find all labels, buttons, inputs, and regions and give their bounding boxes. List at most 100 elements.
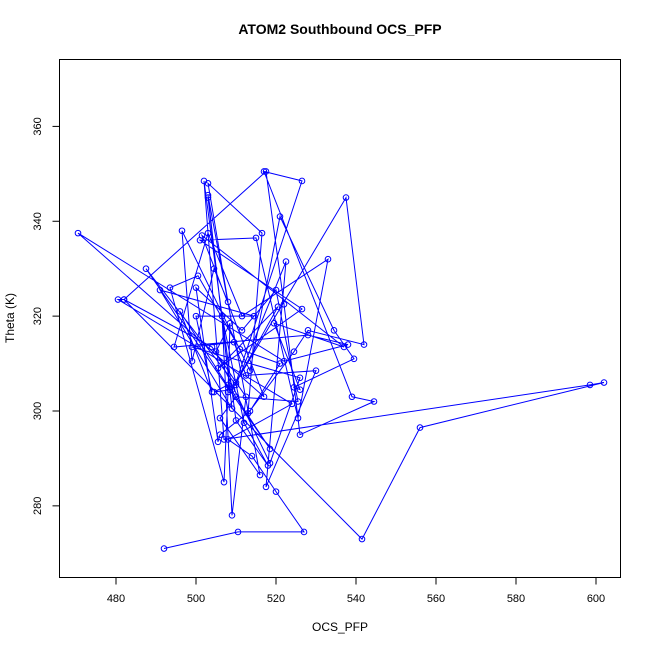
x-tick-label: 520 [267, 593, 285, 605]
data-point [298, 177, 306, 185]
data-point [304, 331, 312, 339]
series-polyline [77, 170, 605, 549]
y-tick-label: 280 [32, 497, 44, 515]
data-point [262, 483, 270, 491]
data-point [294, 414, 302, 422]
data-point [246, 367, 254, 374]
data-point [330, 327, 338, 334]
data-point [312, 367, 320, 374]
data-point [230, 338, 238, 346]
data-point [360, 341, 368, 348]
y-tick-label: 320 [32, 307, 44, 325]
y-tick-label: 300 [32, 402, 44, 420]
y-axis: 280 300 320 340 360 [32, 117, 60, 515]
data-point [214, 438, 222, 446]
data-point [260, 393, 268, 401]
data-point [204, 180, 212, 187]
data-point [192, 284, 200, 291]
data-point [250, 312, 258, 320]
series-points [74, 168, 608, 552]
data-point [288, 400, 296, 408]
data-point [266, 459, 274, 467]
data-point [258, 229, 266, 237]
data-point [210, 388, 218, 396]
x-axis: 480 500 520 540 560 580 600 [107, 577, 605, 605]
data-point [156, 286, 164, 294]
data-point [208, 388, 216, 396]
data-point [238, 312, 246, 320]
data-point [204, 191, 212, 199]
data-point [242, 372, 250, 379]
data-point [294, 398, 302, 405]
data-point [170, 343, 178, 351]
data-point [176, 308, 184, 315]
data-point [216, 414, 224, 422]
data-point [270, 319, 278, 327]
data-point [204, 194, 212, 201]
data-point [416, 424, 424, 431]
data-point [220, 478, 228, 486]
data-point [214, 365, 222, 372]
x-tick-label: 580 [507, 593, 525, 605]
data-point [228, 512, 236, 519]
y-tick-label: 360 [32, 117, 44, 135]
data-point [260, 168, 268, 175]
data-point [220, 436, 228, 443]
data-point [586, 381, 594, 389]
data-point [232, 381, 240, 389]
data-point [212, 348, 220, 356]
data-point [350, 355, 358, 363]
data-point [238, 327, 246, 334]
x-tick-label: 500 [187, 593, 205, 605]
data-point [142, 265, 150, 272]
data-point [290, 383, 298, 391]
y-axis-label: Theta (K) [3, 293, 17, 343]
data-point [226, 386, 234, 393]
data-point [246, 407, 254, 415]
data-point [216, 431, 224, 439]
data-point [300, 528, 308, 536]
data-point [304, 327, 312, 334]
y-tick-label: 340 [32, 212, 44, 230]
data-point [276, 360, 284, 367]
chart-title: ATOM2 Southbound OCS_PFP [238, 21, 441, 37]
data-point [232, 417, 240, 424]
x-tick-label: 540 [347, 593, 365, 605]
data-point [232, 393, 240, 401]
data-point [370, 398, 378, 405]
data-point [188, 343, 196, 351]
plot-frame [59, 59, 621, 578]
data-point [74, 229, 82, 237]
data-point [280, 300, 288, 308]
data-point [196, 236, 204, 244]
data-point [188, 357, 196, 365]
data-point [266, 445, 274, 453]
data-point [160, 545, 168, 552]
data-point [204, 229, 212, 237]
data-point [166, 284, 174, 291]
data-point [344, 341, 352, 348]
data-point [192, 312, 200, 320]
data-point [224, 436, 232, 443]
data-point [228, 405, 236, 412]
data-point [178, 227, 186, 235]
data-point [276, 213, 284, 220]
data-point [236, 346, 244, 353]
data-point [274, 303, 282, 310]
data-point [298, 305, 306, 313]
data-point [194, 272, 202, 280]
data-point [272, 488, 280, 495]
data-point [248, 452, 256, 460]
data-point [342, 194, 350, 201]
data-point [240, 419, 248, 427]
data-point [358, 535, 366, 543]
data-point [232, 379, 240, 386]
x-tick-label: 480 [107, 593, 125, 605]
data-point [290, 348, 298, 356]
data-point [272, 286, 280, 294]
x-axis-label: OCS_PFP [312, 620, 368, 634]
data-point [226, 319, 234, 327]
data-point [296, 431, 304, 439]
data-point [218, 312, 226, 320]
